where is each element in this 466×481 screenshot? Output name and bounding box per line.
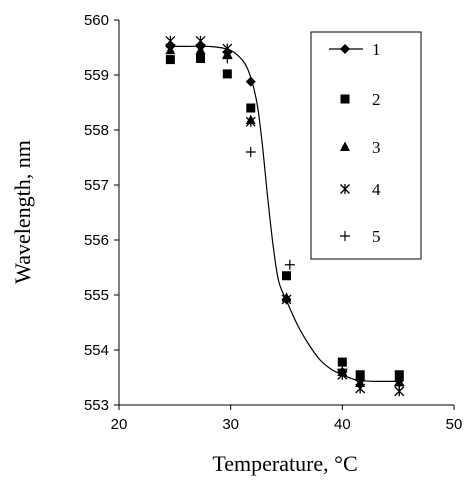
y-tick-label: 554 — [84, 342, 109, 359]
legend-label: 4 — [372, 180, 381, 199]
x-tick-label: 20 — [111, 416, 128, 433]
y-tick-labels: 553 554 555 556 557 558 559 560 — [84, 12, 109, 414]
data-point-series-5 — [284, 259, 295, 270]
data-point-series-1 — [245, 76, 256, 87]
y-tick-label: 553 — [84, 397, 109, 414]
legend-label: 5 — [372, 227, 381, 246]
y-tick-label: 560 — [84, 12, 109, 29]
data-point-series-2 — [394, 370, 404, 380]
y-tick-label: 557 — [84, 177, 109, 194]
x-tick-labels: 20 30 40 50 — [111, 416, 463, 433]
data-point-series-2 — [196, 54, 206, 63]
data-point-series-4 — [222, 43, 233, 54]
data-point-series-5 — [165, 39, 176, 50]
legend-marker-series-5 — [340, 231, 350, 241]
data-point-series-4 — [281, 294, 292, 305]
y-tick-label: 556 — [84, 232, 109, 249]
data-point-series-2 — [165, 55, 175, 65]
legend-label: 1 — [372, 40, 381, 59]
data-point-series-5 — [195, 39, 206, 50]
legend-marker-series-2 — [340, 94, 350, 104]
data-point-series-5 — [394, 380, 405, 391]
data-point-series-2 — [222, 69, 232, 79]
data-point-series-2 — [355, 370, 365, 380]
data-point-series-2 — [282, 271, 291, 281]
axes — [114, 19, 455, 410]
x-tick-label: 40 — [334, 416, 351, 433]
x-tick-label: 30 — [222, 416, 239, 433]
data-point-series-5 — [222, 53, 233, 64]
data-point-series-5 — [245, 147, 256, 157]
data-point-series-5 — [355, 375, 366, 386]
data-points — [165, 35, 405, 397]
legend-box — [310, 31, 422, 260]
data-point-series-4 — [245, 116, 256, 127]
y-tick-label: 555 — [84, 287, 109, 304]
legend: 1 2 3 4 5 — [310, 31, 422, 260]
legend-label: 3 — [372, 138, 381, 157]
data-point-series-5 — [337, 364, 348, 375]
data-point-series-2 — [246, 103, 256, 113]
y-axis-title: Wavelength, nm — [10, 140, 35, 284]
legend-marker-series-1 — [340, 44, 350, 54]
legend-marker-series-3 — [340, 141, 350, 151]
legend-label: 2 — [372, 90, 381, 109]
data-point-series-2 — [337, 357, 347, 367]
y-tick-label: 558 — [84, 122, 109, 139]
y-tick-label: 559 — [84, 67, 109, 84]
legend-marker-series-4 — [340, 184, 350, 194]
x-axis-title: Temperature, °C — [212, 451, 357, 476]
x-tick-label: 50 — [446, 416, 463, 433]
